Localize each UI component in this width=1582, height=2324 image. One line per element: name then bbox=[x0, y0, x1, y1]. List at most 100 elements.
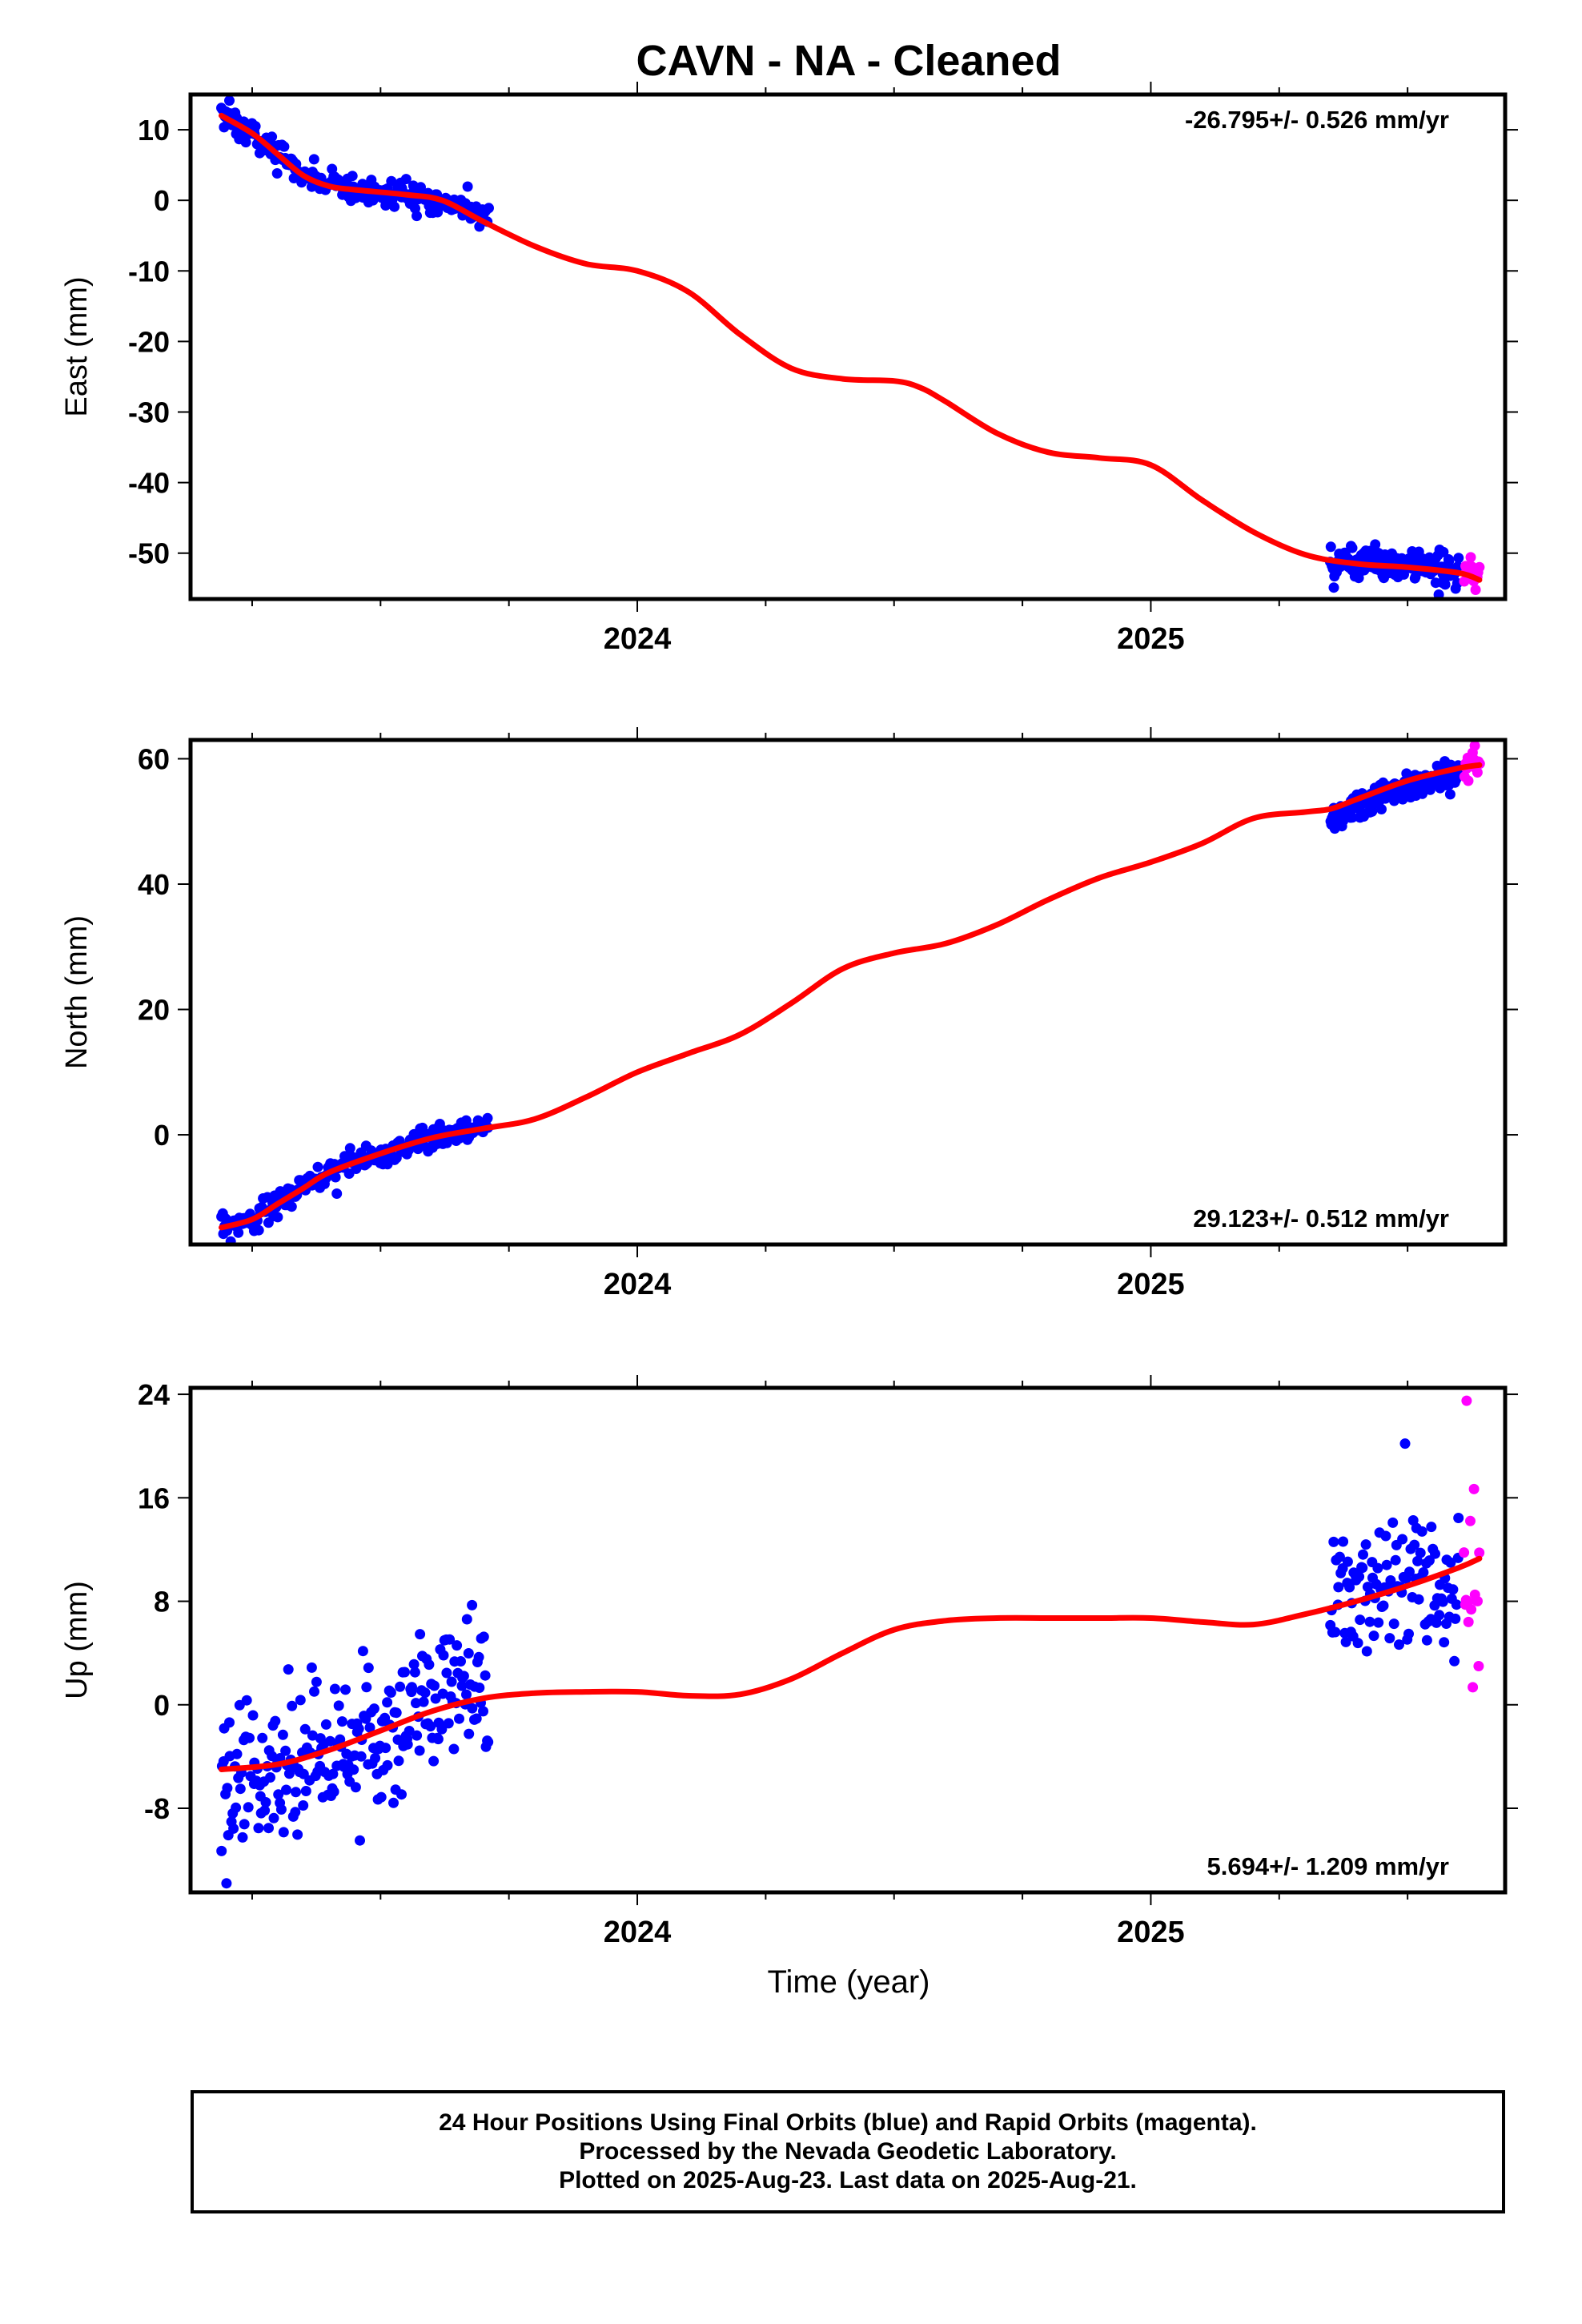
final-point bbox=[1416, 1526, 1427, 1537]
final-point bbox=[333, 1700, 344, 1711]
final-point bbox=[458, 1671, 469, 1682]
final-point bbox=[1452, 561, 1464, 572]
final-point bbox=[1399, 1438, 1411, 1449]
final-point bbox=[409, 1667, 420, 1678]
final-point bbox=[267, 131, 278, 143]
final-point bbox=[408, 1659, 420, 1670]
final-point bbox=[1433, 589, 1444, 599]
final-point bbox=[464, 1728, 475, 1739]
x-tick-label: 2024 bbox=[604, 1268, 672, 1301]
final-point bbox=[1328, 1536, 1339, 1547]
final-point bbox=[1453, 553, 1464, 564]
y-tick-label: 16 bbox=[138, 1482, 170, 1514]
footer-line-3: Plotted on 2025-Aug-23. Last data on 202… bbox=[559, 2167, 1137, 2193]
final-point bbox=[247, 1710, 259, 1721]
rapid-point bbox=[1474, 561, 1485, 573]
final-point bbox=[1447, 1584, 1459, 1595]
final-point bbox=[456, 1680, 468, 1691]
final-point bbox=[454, 1713, 464, 1724]
final-point bbox=[1410, 571, 1421, 582]
final-point bbox=[228, 1823, 239, 1834]
final-point bbox=[1342, 1556, 1353, 1567]
final-point bbox=[441, 1137, 452, 1148]
final-point bbox=[1445, 1557, 1456, 1568]
final-point bbox=[225, 1236, 236, 1244]
y-tick-label: 10 bbox=[138, 114, 170, 147]
final-point bbox=[436, 1723, 448, 1735]
rate-annotation: 5.694+/- 1.209 mm/yr bbox=[1207, 1852, 1449, 1880]
rapid-point bbox=[1473, 1661, 1484, 1671]
final-point bbox=[1347, 812, 1358, 823]
final-point bbox=[273, 1789, 284, 1800]
panel-north: 60 40 20 0 2024 2025 North (mm) 29.123+/- 0.512… bbox=[60, 727, 1518, 1301]
final-point bbox=[473, 1651, 484, 1663]
final-point bbox=[1449, 1655, 1460, 1667]
final-point bbox=[452, 1640, 463, 1651]
final-point bbox=[380, 1743, 391, 1754]
final-point bbox=[263, 1823, 274, 1834]
x-tick-label: 2025 bbox=[1117, 622, 1185, 656]
final-point bbox=[1437, 1596, 1448, 1607]
final-point bbox=[250, 121, 261, 132]
final-point bbox=[279, 141, 290, 152]
final-point bbox=[385, 1687, 396, 1698]
final-point bbox=[1421, 1634, 1432, 1646]
final-point bbox=[224, 95, 235, 107]
final-point bbox=[1384, 1633, 1395, 1644]
final-point bbox=[216, 1845, 227, 1856]
final-point bbox=[368, 1703, 379, 1715]
final-point bbox=[328, 1786, 339, 1797]
final-point bbox=[239, 1819, 250, 1830]
final-point bbox=[306, 1662, 317, 1673]
final-point bbox=[1334, 1551, 1345, 1562]
final-point bbox=[1444, 789, 1456, 800]
x-tick-label: 2025 bbox=[1117, 1268, 1185, 1301]
final-point bbox=[1390, 1554, 1401, 1566]
final-point bbox=[414, 1745, 425, 1756]
rapid-point bbox=[1472, 767, 1483, 778]
panel-up: 24 16 8 0 -8 2024 2025 Up (mm) 5.694+/- 1.209 mm… bbox=[60, 1375, 1518, 1949]
final-point bbox=[231, 1748, 243, 1759]
final-point bbox=[425, 1721, 436, 1732]
rapid-point bbox=[1459, 1547, 1470, 1558]
final-point bbox=[320, 1719, 331, 1730]
rapid-point bbox=[1463, 775, 1474, 786]
final-point bbox=[467, 1703, 478, 1714]
final-point bbox=[268, 1812, 279, 1823]
final-point bbox=[311, 1676, 322, 1687]
final-point bbox=[375, 1791, 387, 1803]
final-point bbox=[1439, 1637, 1450, 1648]
final-point bbox=[467, 1599, 478, 1610]
final-point bbox=[1368, 1630, 1379, 1642]
final-point bbox=[1370, 539, 1381, 550]
final-point bbox=[382, 1697, 393, 1708]
final-point bbox=[1443, 554, 1454, 565]
y-tick-label: 60 bbox=[138, 742, 170, 775]
final-point bbox=[1418, 1567, 1429, 1578]
final-point bbox=[1426, 1522, 1437, 1533]
y-axis-label: North (mm) bbox=[60, 915, 94, 1069]
final-point bbox=[1344, 1582, 1355, 1593]
final-point bbox=[340, 1684, 351, 1695]
final-point bbox=[1355, 1614, 1366, 1626]
final-point bbox=[1357, 1562, 1368, 1574]
final-point bbox=[1376, 804, 1387, 814]
final-point bbox=[1373, 1617, 1384, 1628]
final-point bbox=[420, 1687, 431, 1699]
final-point bbox=[448, 1743, 460, 1755]
x-tick-label: 2024 bbox=[604, 622, 672, 656]
final-point bbox=[396, 1789, 407, 1800]
final-point bbox=[221, 1878, 232, 1889]
final-point bbox=[350, 1782, 361, 1793]
rapid-point bbox=[1465, 1515, 1476, 1526]
final-point bbox=[272, 1212, 283, 1223]
final-point bbox=[241, 1695, 252, 1706]
model-curve bbox=[219, 1555, 1483, 1772]
final-point bbox=[424, 1659, 435, 1671]
final-point bbox=[1333, 1582, 1344, 1593]
final-point bbox=[444, 1634, 456, 1645]
final-point bbox=[1438, 546, 1449, 557]
model-curve bbox=[219, 112, 1483, 583]
final-point bbox=[400, 174, 412, 185]
